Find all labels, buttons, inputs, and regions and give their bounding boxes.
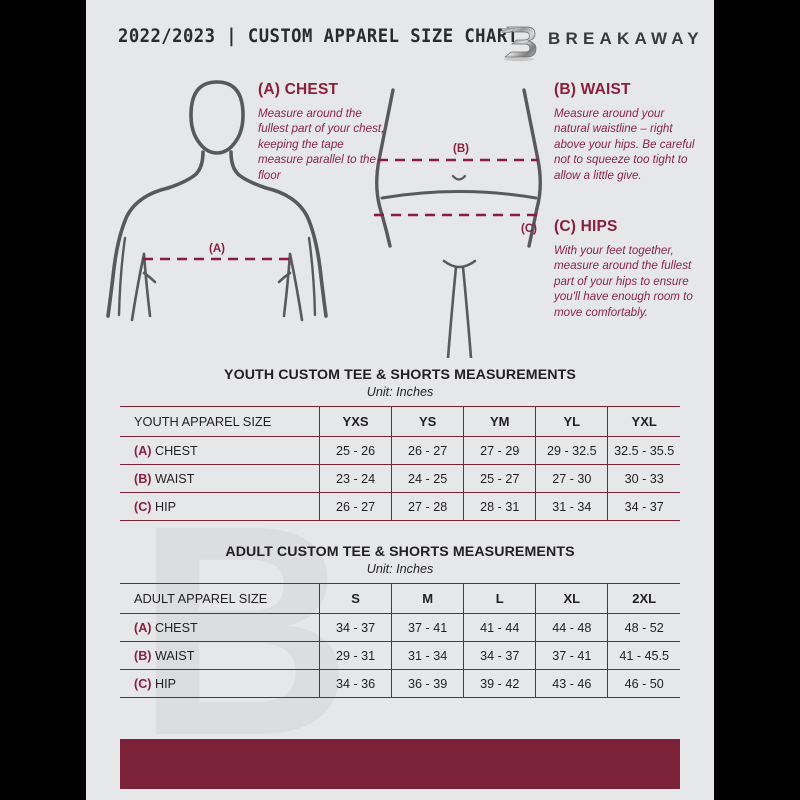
- row-tag: (C): [134, 676, 152, 691]
- measurement-illustration: (A) (B): [86, 68, 714, 358]
- row-label: HIP: [154, 676, 176, 691]
- adult-r0-c0: 34 - 37: [319, 613, 393, 642]
- callout-chest-body: Measure around the fullest part of your …: [258, 107, 385, 182]
- youth-r1-c4: 30 - 33: [607, 464, 680, 493]
- adult-r2-c4: 46 - 50: [607, 669, 680, 698]
- table-header-row: YOUTH APPAREL SIZE YXS YS YM YL YXL: [120, 406, 680, 437]
- adult-row-1-label: (B) WAIST: [120, 641, 320, 670]
- torso-figure: [106, 80, 328, 318]
- page-title: 2022/2023 | CUSTOM APPAREL SIZE CHART: [118, 26, 519, 47]
- youth-r1-c3: 27 - 30: [535, 464, 609, 493]
- callout-waist: (B) WAIST Measure around your natural wa…: [554, 81, 702, 183]
- size-chart-page: B 2022/2023 | CUSTOM APPAREL SIZE CHART: [86, 0, 714, 800]
- row-tag: (C): [134, 499, 152, 514]
- adult-table-title: ADULT CUSTOM TEE & SHORTS MEASUREMENTS: [225, 544, 575, 560]
- row-label: WAIST: [154, 648, 195, 663]
- page-header: 2022/2023 | CUSTOM APPAREL SIZE CHART: [86, 22, 714, 64]
- row-tag: (B): [134, 471, 152, 486]
- adult-r1-c3: 37 - 41: [535, 641, 609, 670]
- adult-r0-c3: 44 - 48: [535, 613, 609, 642]
- youth-r1-c0: 23 - 24: [319, 464, 393, 493]
- adult-r1-c2: 34 - 37: [463, 641, 537, 670]
- row-label: CHEST: [154, 443, 198, 458]
- adult-row-2-label: (C) HIP: [120, 669, 320, 698]
- hips-figure: [375, 88, 542, 358]
- youth-row-2-label: (C) HIP: [120, 492, 320, 521]
- row-tag: (A): [134, 620, 152, 635]
- callout-hips: (C) HIPS With your feet together, measur…: [554, 218, 702, 320]
- youth-r0-c0: 25 - 26: [319, 436, 393, 465]
- adult-row-0-label: (A) CHEST: [120, 613, 320, 642]
- adult-r2-c1: 36 - 39: [391, 669, 465, 698]
- youth-row-1-label: (B) WAIST: [120, 464, 320, 493]
- adult-r0-c4: 48 - 52: [607, 613, 680, 642]
- youth-measurements-block: YOUTH CUSTOM TEE & SHORTS MEASUREMENTS U…: [120, 367, 680, 521]
- youth-r2-c2: 28 - 31: [463, 492, 537, 521]
- youth-r1-c2: 25 - 27: [463, 464, 537, 493]
- youth-r2-c1: 27 - 28: [391, 492, 465, 521]
- table-row: (A) CHEST 25 - 26 26 - 27 27 - 29 29 - 3…: [120, 436, 680, 465]
- youth-col-4: YXL: [607, 406, 680, 437]
- row-label: CHEST: [154, 620, 198, 635]
- body-figures-svg: (A) (B): [106, 80, 543, 358]
- youth-r2-c0: 26 - 27: [319, 492, 393, 521]
- callout-hips-heading: (C) HIPS: [554, 218, 618, 235]
- callout-waist-heading: (B) WAIST: [554, 81, 631, 98]
- adult-header-label: ADULT APPAREL SIZE: [120, 583, 320, 614]
- table-row: (C) HIP 34 - 36 36 - 39 39 - 42 43 - 46 …: [120, 669, 680, 698]
- callout-chest-heading: (A) CHEST: [258, 81, 339, 98]
- callout-hips-body: With your feet together, measure around …: [554, 244, 693, 319]
- adult-r2-c3: 43 - 46: [535, 669, 609, 698]
- adult-r2-c2: 39 - 42: [463, 669, 537, 698]
- adult-measurements-block: ADULT CUSTOM TEE & SHORTS MEASUREMENTS U…: [120, 544, 680, 698]
- adult-col-0: S: [319, 583, 393, 614]
- youth-r0-c2: 27 - 29: [463, 436, 537, 465]
- youth-col-3: YL: [535, 406, 609, 437]
- brand-name: BREAKAWAY: [548, 29, 704, 48]
- youth-header-label: YOUTH APPAREL SIZE: [120, 406, 320, 437]
- youth-col-2: YM: [463, 406, 537, 437]
- adult-r1-c1: 31 - 34: [391, 641, 465, 670]
- table-row: (A) CHEST 34 - 37 37 - 41 41 - 44 44 - 4…: [120, 613, 680, 642]
- breakaway-b-logo-icon: [496, 20, 542, 64]
- adult-measurements-table: ADULT APPAREL SIZE S M L XL 2XL (A) CHES…: [120, 583, 680, 698]
- youth-r0-c1: 26 - 27: [391, 436, 465, 465]
- youth-table-unit: Unit: Inches: [366, 385, 434, 399]
- adult-r2-c0: 34 - 36: [319, 669, 393, 698]
- table-row: (C) HIP 26 - 27 27 - 28 28 - 31 31 - 34 …: [120, 492, 680, 521]
- adult-col-1: M: [391, 583, 465, 614]
- youth-r0-c3: 29 - 32.5: [535, 436, 609, 465]
- youth-r2-c4: 34 - 37: [607, 492, 680, 521]
- adult-r0-c2: 41 - 44: [463, 613, 537, 642]
- youth-col-1: YS: [391, 406, 465, 437]
- adult-col-3: XL: [535, 583, 609, 614]
- adult-r1-c0: 29 - 31: [319, 641, 393, 670]
- adult-col-4: 2XL: [607, 583, 680, 614]
- hips-marker-label: (C): [521, 223, 537, 235]
- youth-table-title: YOUTH CUSTOM TEE & SHORTS MEASUREMENTS: [224, 367, 576, 383]
- row-tag: (A): [134, 443, 152, 458]
- chest-marker-label: (A): [209, 243, 225, 255]
- adult-r1-c4: 41 - 45.5: [607, 641, 680, 670]
- youth-r1-c1: 24 - 25: [391, 464, 465, 493]
- table-row: (B) WAIST 23 - 24 24 - 25 25 - 27 27 - 3…: [120, 464, 680, 493]
- waist-marker-label: (B): [453, 143, 469, 155]
- footer-bar: [120, 739, 680, 789]
- youth-r2-c3: 31 - 34: [535, 492, 609, 521]
- adult-col-2: L: [463, 583, 537, 614]
- table-header-row: ADULT APPAREL SIZE S M L XL 2XL: [120, 583, 680, 614]
- row-label: HIP: [154, 499, 176, 514]
- table-row: (B) WAIST 29 - 31 31 - 34 34 - 37 37 - 4…: [120, 641, 680, 670]
- youth-col-0: YXS: [319, 406, 393, 437]
- navel-detail: [451, 174, 467, 181]
- youth-r0-c4: 32.5 - 35.5: [607, 436, 680, 465]
- row-tag: (B): [134, 648, 152, 663]
- adult-r0-c1: 37 - 41: [391, 613, 465, 642]
- youth-row-0-label: (A) CHEST: [120, 436, 320, 465]
- callout-chest: (A) CHEST Measure around the fullest par…: [258, 81, 388, 183]
- youth-measurements-table: YOUTH APPAREL SIZE YXS YS YM YL YXL (A) …: [120, 406, 680, 521]
- row-label: WAIST: [154, 471, 195, 486]
- adult-table-unit: Unit: Inches: [366, 562, 434, 576]
- callout-waist-body: Measure around your natural waistline – …: [554, 107, 695, 182]
